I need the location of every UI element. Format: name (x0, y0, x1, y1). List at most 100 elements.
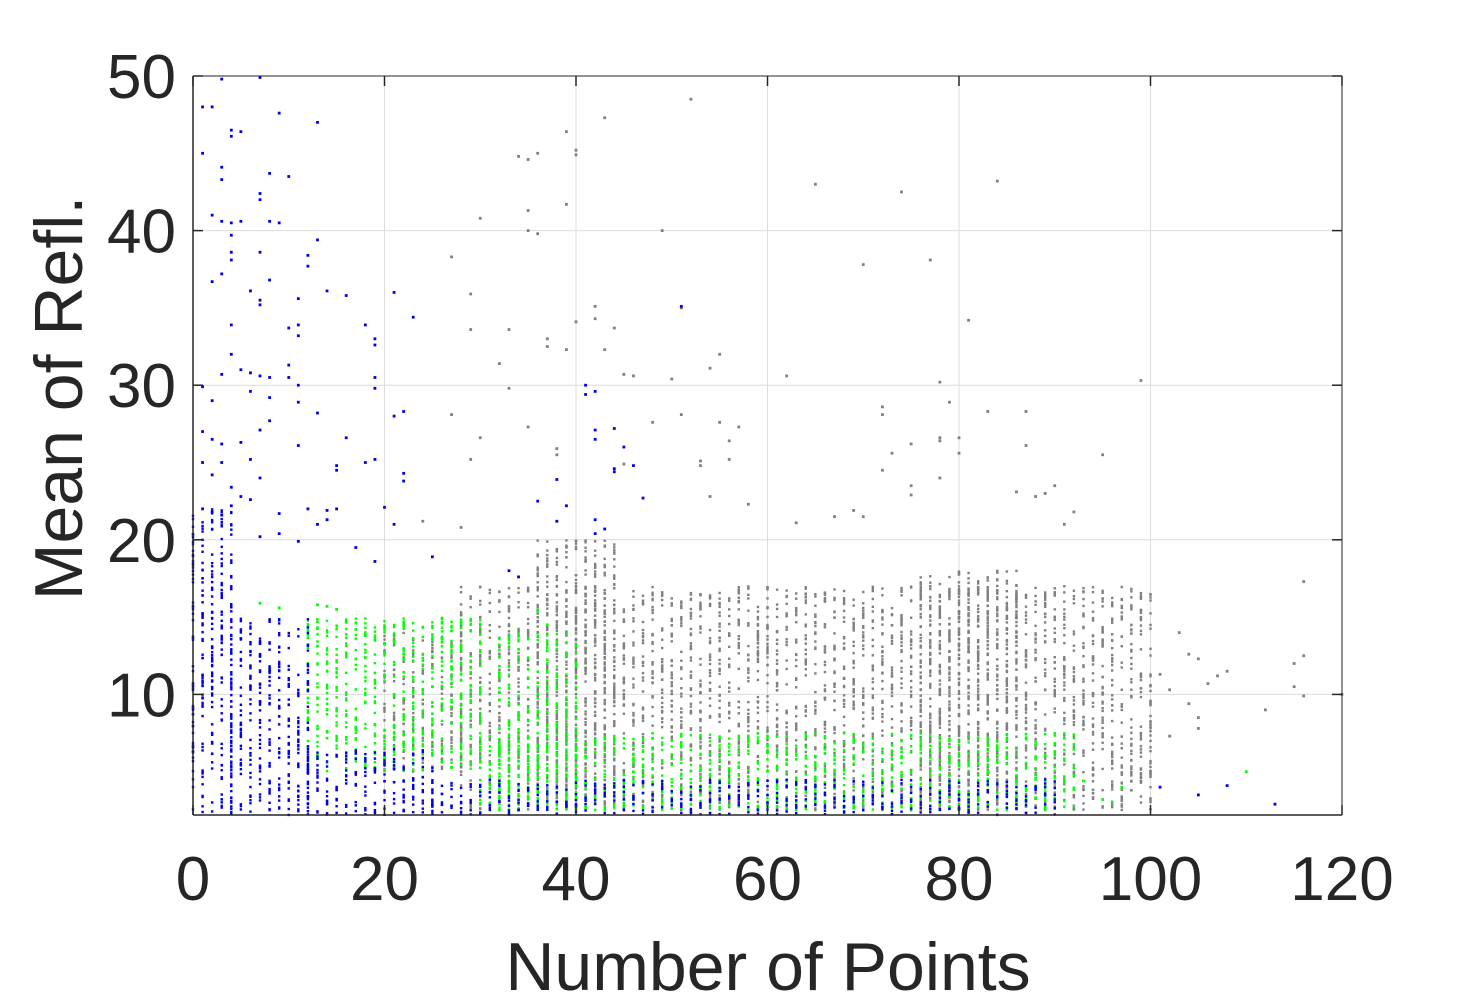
data-point (718, 658, 721, 662)
data-point (967, 598, 970, 601)
data-point (613, 543, 616, 546)
data-point (593, 756, 597, 759)
data-point (976, 625, 980, 628)
data-point (986, 621, 989, 625)
data-point (756, 669, 760, 673)
data-point (862, 639, 865, 642)
data-point (938, 607, 942, 611)
data-point (565, 773, 568, 776)
data-point (823, 623, 827, 626)
data-point (1139, 772, 1143, 775)
data-point (871, 654, 875, 657)
data-point (1120, 808, 1123, 812)
data-point (957, 672, 961, 675)
data-point (1111, 709, 1114, 712)
data-point (795, 739, 798, 742)
data-point (498, 740, 501, 744)
data-point (929, 624, 932, 627)
data-point (421, 519, 425, 523)
data-point (632, 744, 635, 748)
data-point (909, 633, 913, 636)
data-point (967, 606, 970, 609)
data-point (565, 743, 568, 746)
data-point (737, 608, 740, 611)
data-point (919, 744, 922, 747)
data-point (1196, 727, 1200, 730)
data-point (622, 689, 626, 692)
data-point (517, 690, 520, 694)
data-point (890, 451, 894, 455)
data-point (1091, 601, 1095, 604)
data-point (574, 692, 578, 696)
data-point (929, 723, 932, 727)
data-point (986, 703, 989, 706)
data-point (919, 688, 922, 692)
data-point (622, 620, 626, 623)
data-point (479, 707, 482, 710)
data-point (622, 462, 626, 466)
data-point (871, 597, 875, 601)
data-point (574, 606, 578, 610)
data-point (842, 642, 846, 645)
data-point (737, 590, 740, 594)
data-point (689, 627, 693, 631)
data-point (948, 638, 951, 641)
data-point (1130, 590, 1133, 593)
data-point (1101, 591, 1104, 594)
data-point (536, 706, 539, 709)
data-point (584, 546, 587, 549)
data-point (660, 638, 664, 641)
data-point (574, 584, 578, 588)
data-point (756, 741, 760, 745)
data-point (948, 632, 951, 635)
data-point (785, 625, 788, 629)
data-point (507, 759, 511, 762)
data-point (900, 704, 903, 707)
data-point (1101, 706, 1104, 710)
data-point (737, 778, 740, 781)
data-point (948, 734, 951, 738)
data-point (517, 600, 520, 604)
data-point (986, 674, 989, 678)
data-point (1111, 621, 1114, 624)
data-point (546, 693, 549, 697)
data-point (680, 600, 683, 603)
data-point (478, 216, 482, 220)
data-point (900, 650, 903, 654)
data-point (1043, 601, 1047, 605)
data-point (842, 750, 846, 754)
data-point (919, 612, 922, 616)
data-point (402, 702, 405, 705)
data-point (900, 624, 903, 627)
data-point (670, 737, 673, 740)
data-point (632, 756, 635, 759)
data-point (775, 681, 779, 685)
data-point (1072, 675, 1076, 678)
data-point (632, 762, 635, 766)
data-point (1072, 772, 1076, 776)
data-point (603, 636, 606, 639)
data-point (450, 721, 453, 724)
data-point (929, 585, 932, 588)
data-point (718, 597, 721, 600)
data-point (938, 775, 942, 779)
data-point (1149, 797, 1152, 800)
data-point (565, 622, 568, 626)
data-point (795, 705, 798, 709)
data-point (1082, 664, 1085, 667)
data-point (440, 656, 444, 659)
data-point (1120, 645, 1123, 648)
data-point (546, 755, 549, 758)
data-point (1139, 801, 1143, 804)
data-point (479, 752, 482, 755)
data-point (708, 653, 712, 656)
data-point (613, 548, 616, 552)
data-point (948, 591, 951, 594)
data-point (584, 680, 587, 683)
data-point (1149, 700, 1152, 703)
data-point (603, 709, 606, 712)
data-point (728, 704, 731, 707)
data-point (948, 765, 951, 769)
data-point (584, 754, 587, 758)
data-point (1149, 673, 1152, 676)
